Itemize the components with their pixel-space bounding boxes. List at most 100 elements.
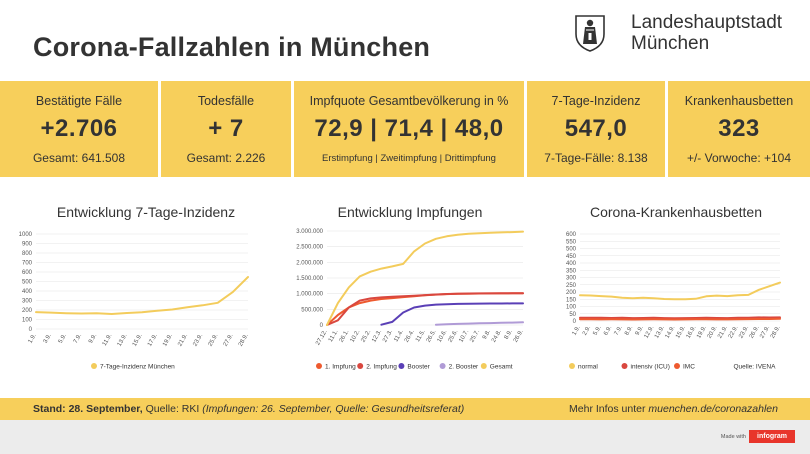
x-tick-label: 6.9. — [603, 325, 613, 337]
legend-marker — [569, 363, 575, 369]
x-tick-label: 28.9. — [238, 333, 250, 348]
x-tick-label: 26.9. — [513, 329, 525, 344]
x-tick-label: 10.2. — [350, 329, 362, 344]
legend-label: Gesamt — [490, 363, 513, 370]
legend-label: 1. Impfung — [325, 363, 356, 370]
x-tick-label: 19.9. — [162, 333, 174, 348]
munich-crest-icon — [575, 15, 605, 52]
series-line-normal — [579, 281, 781, 301]
footer-vaccination-source: (Impfungen: 26. September, Quelle: Gesun… — [202, 403, 465, 415]
legend-marker — [439, 363, 446, 369]
y-tick-label: 200 — [566, 290, 577, 296]
y-tick-label: 2.000.000 — [296, 260, 323, 266]
y-tick-label: 350 — [566, 268, 577, 274]
y-tick-label: 150 — [566, 297, 577, 303]
x-tick-label: 7.9. — [73, 333, 83, 345]
x-tick-label: 5.9. — [58, 333, 68, 345]
x-tick-label: 8.9. — [504, 329, 514, 341]
footer-more-info-link[interactable]: muenchen.de/coronazahlen — [648, 403, 778, 415]
x-tick-label: 27.9. — [223, 333, 235, 348]
infogram-badge[interactable]: infogram — [749, 430, 795, 443]
x-tick-label: 11.9. — [102, 333, 114, 347]
x-tick-label: 25.7. — [469, 329, 481, 344]
chart-title-vaccination: Entwicklung Impfungen — [337, 204, 483, 220]
bottom-band: Made with infogram — [0, 420, 810, 454]
y-tick-label: 0 — [573, 319, 577, 325]
legend-label: IMC — [683, 363, 695, 370]
legend-marker — [357, 363, 364, 369]
series-line-intensiv-icu- — [579, 316, 781, 320]
city-name-line1: Landeshauptstadt — [631, 12, 783, 33]
city-name: Landeshauptstadt München — [631, 12, 782, 54]
legend-marker — [91, 363, 97, 369]
kpi-hospital-sub: +/- Vorwoche: +104 — [686, 151, 792, 165]
footer-more-info: Mehr Infos unter muenchen.de/coronazahle… — [569, 403, 778, 415]
footer-more-info-label: Mehr Infos unter — [569, 403, 649, 415]
legend-marker — [674, 363, 680, 369]
y-tick-label: 200 — [22, 308, 33, 314]
x-tick-label: 10.6. — [437, 329, 449, 344]
x-tick-label: 2.9. — [582, 325, 592, 337]
series-line-7-tage-inzidenz-m-nchen — [35, 276, 249, 315]
city-name-line2: München — [631, 33, 710, 54]
y-tick-label: 400 — [22, 289, 33, 295]
y-tick-label: 500.000 — [301, 307, 323, 313]
y-tick-label: 450 — [566, 254, 577, 260]
x-tick-label: 12.3. — [371, 329, 383, 344]
legend-marker — [480, 363, 487, 369]
legend-label: Booster — [407, 363, 430, 370]
y-tick-label: 600 — [566, 232, 577, 238]
x-tick-label: 26.4. — [404, 329, 416, 344]
y-tick-label: 1.000.000 — [296, 292, 323, 298]
x-tick-label: 24.8. — [491, 329, 503, 344]
kpi-vaccination-label: Impfquote Gesamtbevölkerung in % — [309, 94, 509, 108]
source-note: Quelle: IVENA — [734, 363, 777, 370]
y-tick-label: 900 — [22, 242, 33, 248]
x-tick-label: 25.6. — [448, 329, 460, 344]
x-tick-label: 9.8. — [482, 329, 492, 341]
kpi-incidence: 7-Tage-Inzidenz 547,0 7-Tage-Fälle: 8.13… — [527, 81, 665, 177]
y-tick-label: 550 — [566, 239, 577, 245]
series-line-2-impfung — [326, 292, 524, 326]
y-tick-label: 1000 — [19, 232, 33, 238]
x-tick-label: 13.9. — [117, 333, 129, 348]
series-line-booster — [380, 302, 524, 326]
legend-marker — [621, 363, 628, 369]
y-tick-label: 700 — [22, 261, 33, 267]
y-tick-label: 100 — [22, 318, 33, 324]
x-tick-label: 10.7. — [458, 329, 470, 344]
y-tick-label: 800 — [22, 251, 33, 257]
y-tick-label: 0 — [29, 327, 33, 333]
kpi-cases-label: Bestätigte Fälle — [35, 94, 123, 108]
y-tick-label: 0 — [320, 323, 324, 329]
x-tick-label: 3.9. — [43, 333, 53, 345]
x-tick-label: 7.9. — [614, 325, 624, 337]
series-line-imc — [579, 317, 781, 321]
x-tick-label: 27.3. — [382, 329, 394, 344]
x-tick-label: 1.9. — [572, 325, 582, 337]
kpi-strip: Bestätigte Fälle +2.706 Gesamt: 641.508 … — [0, 81, 810, 177]
legend-marker — [398, 363, 405, 369]
x-tick-label: 26.5. — [426, 329, 438, 344]
x-tick-label: 9.9. — [635, 325, 645, 337]
made-with-label: Made with — [720, 434, 746, 440]
x-tick-label: 17.9. — [147, 333, 159, 348]
x-tick-label: 21.9. — [177, 333, 189, 348]
footer-bar: Stand: 28. September, Quelle: RKI (Impfu… — [0, 398, 810, 420]
x-tick-label: 1.9. — [28, 333, 38, 345]
page-title: Corona-Fallzahlen in München — [33, 32, 431, 62]
kpi-cases-sub: Gesamt: 641.508 — [32, 151, 126, 165]
footer-status: Stand: 28. September, Quelle: RKI (Impfu… — [33, 403, 464, 415]
y-tick-label: 300 — [566, 276, 577, 282]
y-tick-label: 50 — [569, 312, 576, 318]
y-tick-label: 600 — [22, 270, 33, 276]
y-tick-label: 1.500.000 — [296, 276, 323, 282]
kpi-incidence-label: 7-Tage-Inzidenz — [551, 94, 641, 108]
legend-label: 2. Impfung — [366, 363, 397, 370]
y-tick-label: 500 — [566, 247, 577, 253]
kpi-hospital: Krankenhausbetten 323 +/- Vorwoche: +104 — [668, 81, 810, 177]
x-tick-label: 11.5. — [415, 329, 427, 343]
kpi-vaccination-value: 72,9 | 71,4 | 48,0 — [314, 115, 504, 142]
footer-stand: Stand: 28. September, — [33, 403, 143, 415]
x-tick-label: 28.9. — [770, 325, 782, 340]
